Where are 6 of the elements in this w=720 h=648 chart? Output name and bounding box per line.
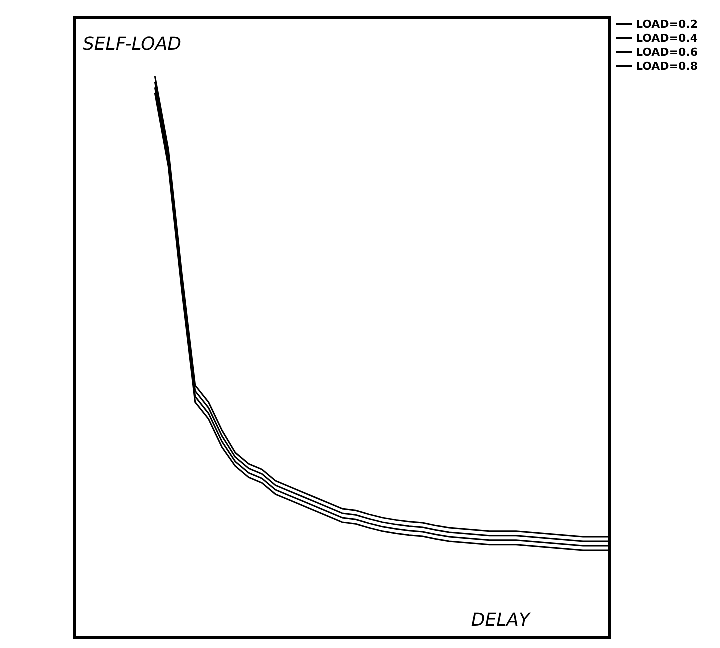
legend-label: LOAD=0.2 bbox=[636, 18, 698, 31]
legend-label: LOAD=0.4 bbox=[636, 32, 698, 45]
legend-label: LOAD=0.6 bbox=[636, 46, 698, 59]
y-axis-title: SELF-LOAD bbox=[83, 34, 182, 55]
legend-label: LOAD=0.8 bbox=[636, 60, 698, 73]
x-axis-title: DELAY bbox=[471, 610, 532, 631]
